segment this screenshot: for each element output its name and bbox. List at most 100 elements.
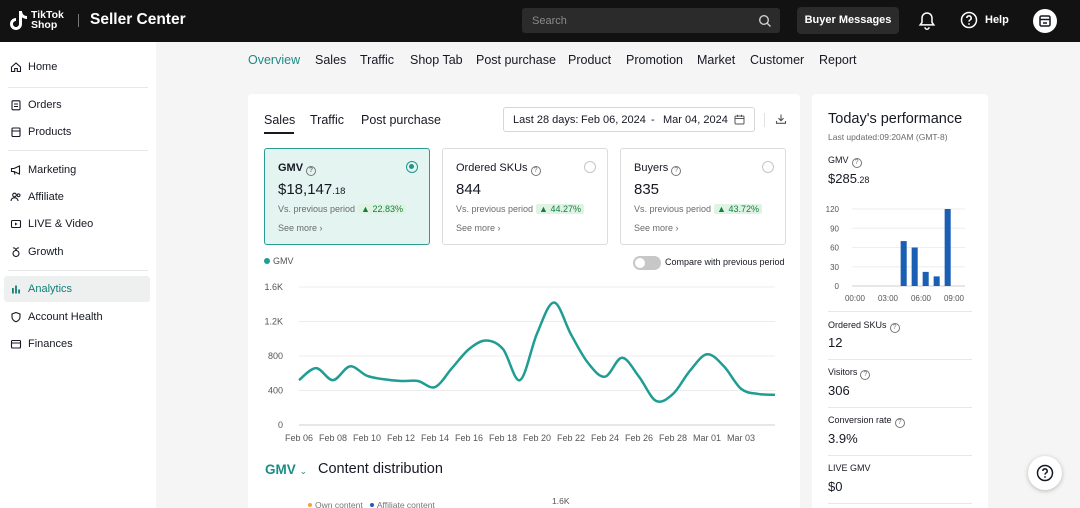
- gmv-label-text: GMV: [828, 155, 849, 165]
- logo-divider: [78, 14, 79, 27]
- home-icon: [10, 62, 22, 73]
- tab-post-purchase[interactable]: Post purchase: [476, 53, 556, 67]
- buyer-messages-button[interactable]: Buyer Messages: [797, 7, 899, 34]
- sidebar-divider: [8, 150, 148, 151]
- download-icon[interactable]: [775, 113, 787, 125]
- date-range-picker[interactable]: Last 28 days: Feb 06, 2024 - Mar 04, 202…: [503, 107, 755, 132]
- help-icon[interactable]: ?: [860, 370, 871, 380]
- tab-overview[interactable]: Overview: [248, 53, 301, 67]
- tab-report[interactable]: Report: [819, 53, 857, 67]
- sidebar-item-products[interactable]: Products: [4, 119, 150, 145]
- help-icon[interactable]: ?: [889, 323, 900, 333]
- metric-radio[interactable]: [584, 161, 596, 173]
- help-icon[interactable]: ?: [530, 166, 541, 176]
- tab-traffic[interactable]: Traffic: [360, 53, 395, 67]
- app-title: Seller Center: [90, 11, 186, 28]
- see-more-label: See more: [456, 223, 496, 233]
- tab-customer[interactable]: Customer: [750, 53, 805, 67]
- metric-value-main: 844: [456, 181, 482, 198]
- sidebar-item-label: Orders: [28, 99, 62, 111]
- stat-label: Visitors?: [828, 367, 871, 380]
- help-icon[interactable]: ?: [306, 166, 317, 176]
- y-tick-label: 120: [826, 205, 840, 214]
- stat-value: 3.9%: [828, 431, 858, 446]
- tab-promotion[interactable]: Promotion: [626, 53, 683, 67]
- subtab-traffic[interactable]: Traffic: [310, 113, 345, 127]
- chart-legend: GMV: [264, 256, 294, 266]
- content-chart-tick: 1.6K: [552, 496, 570, 506]
- legend-dot: [308, 503, 312, 507]
- sidebar-item-finances[interactable]: Finances: [4, 331, 150, 357]
- sidebar-item-live-video[interactable]: LIVE & Video: [4, 211, 150, 237]
- sidebar-item-label: Analytics: [28, 283, 73, 295]
- y-tick-label: 1.6K: [264, 282, 283, 292]
- sidebar-item-growth[interactable]: Growth: [4, 239, 150, 265]
- content-legend: Own content Affiliate content: [308, 500, 435, 508]
- x-tick-label: Feb 12: [387, 433, 415, 443]
- tab-product[interactable]: Product: [568, 53, 612, 67]
- sidebar-divider: [8, 270, 148, 271]
- metric-value-main: $18,147: [278, 181, 333, 198]
- metric-card-buyers[interactable]: Buyers? 835 Vs. previous period ▲ 43.72% …: [620, 148, 786, 245]
- store-avatar[interactable]: [1033, 9, 1057, 33]
- sidebar-item-marketing[interactable]: Marketing: [4, 157, 150, 183]
- legend-label: GMV: [273, 256, 294, 266]
- search-box[interactable]: [522, 8, 780, 33]
- metric-card-ordered-skus[interactable]: Ordered SKUs? 844 Vs. previous period ▲ 4…: [442, 148, 608, 245]
- see-more-link[interactable]: See more ›: [278, 223, 323, 233]
- subtab-post-purchase[interactable]: Post purchase: [361, 113, 441, 127]
- help-icon[interactable]: ?: [671, 166, 682, 176]
- sidebar-item-affiliate[interactable]: Affiliate: [4, 184, 150, 210]
- gmv-value-main: $285: [828, 171, 857, 186]
- toolbar-divider: [764, 113, 765, 127]
- sidebar-item-analytics[interactable]: Analytics: [4, 276, 150, 302]
- help-link[interactable]: Help: [985, 14, 1009, 26]
- tab-market[interactable]: Market: [697, 53, 736, 67]
- metric-comparison: Vs. previous period ▲ 43.72%: [634, 204, 762, 214]
- search-icon[interactable]: [758, 14, 772, 28]
- stat-label-text: Conversion rate: [828, 415, 892, 425]
- date-range-label: Last 28 days:: [513, 114, 579, 126]
- compare-toggle[interactable]: [633, 256, 661, 270]
- x-tick-label: 06:00: [911, 294, 932, 303]
- sidebar-item-label: Home: [28, 61, 58, 73]
- stat-value: $0: [828, 479, 843, 494]
- see-more-link[interactable]: See more ›: [456, 223, 501, 233]
- metric-selector-dropdown[interactable]: GMV ⌄: [265, 462, 307, 477]
- help-icon[interactable]: ?: [894, 418, 905, 428]
- x-tick-label: Mar 03: [727, 433, 755, 443]
- see-more-link[interactable]: See more ›: [634, 223, 679, 233]
- tab-sales[interactable]: Sales: [315, 53, 347, 67]
- y-tick-label: 0: [835, 282, 840, 291]
- see-more-label: See more: [278, 223, 318, 233]
- sidebar-item-home[interactable]: Home: [4, 54, 150, 80]
- metric-card-gmv[interactable]: GMV? $18,147.18 Vs. previous period ▲ 22.…: [264, 148, 430, 245]
- metric-radio[interactable]: [406, 161, 418, 173]
- metric-comparison: Vs. previous period ▲ 44.27%: [456, 204, 584, 214]
- logo-line-1: TikTok: [31, 9, 64, 21]
- y-tick-label: 30: [830, 263, 839, 272]
- x-tick-label: Feb 28: [659, 433, 687, 443]
- sidebar-item-orders[interactable]: Orders: [4, 92, 150, 118]
- tab-shop-tab[interactable]: Shop Tab: [410, 53, 463, 67]
- change-badge: ▲ 22.83%: [358, 204, 406, 214]
- x-tick-label: Feb 14: [421, 433, 449, 443]
- bell-icon[interactable]: [918, 11, 936, 31]
- sidebar-item-account-health[interactable]: Account Health: [4, 304, 150, 330]
- help-icon[interactable]: ?: [851, 158, 862, 168]
- stat-label-text: Visitors: [828, 367, 858, 377]
- subtab-sales[interactable]: Sales: [264, 113, 296, 127]
- chevron-right-icon: ›: [319, 223, 323, 233]
- x-tick-label: 00:00: [845, 294, 866, 303]
- y-tick-label: 90: [830, 224, 839, 233]
- legend-label: Affiliate content: [376, 500, 435, 508]
- help-circle-icon[interactable]: [960, 11, 978, 29]
- tiktok-shop-logo[interactable]: TikTok Shop: [8, 9, 64, 31]
- floating-help-button[interactable]: [1028, 456, 1062, 490]
- hourly-gmv-bar: [944, 209, 951, 286]
- date-start: Feb 06, 2024: [581, 114, 646, 126]
- x-tick-label: Feb 20: [523, 433, 551, 443]
- panel-divider: [828, 359, 972, 360]
- metric-radio[interactable]: [762, 161, 774, 173]
- search-input[interactable]: [522, 8, 752, 33]
